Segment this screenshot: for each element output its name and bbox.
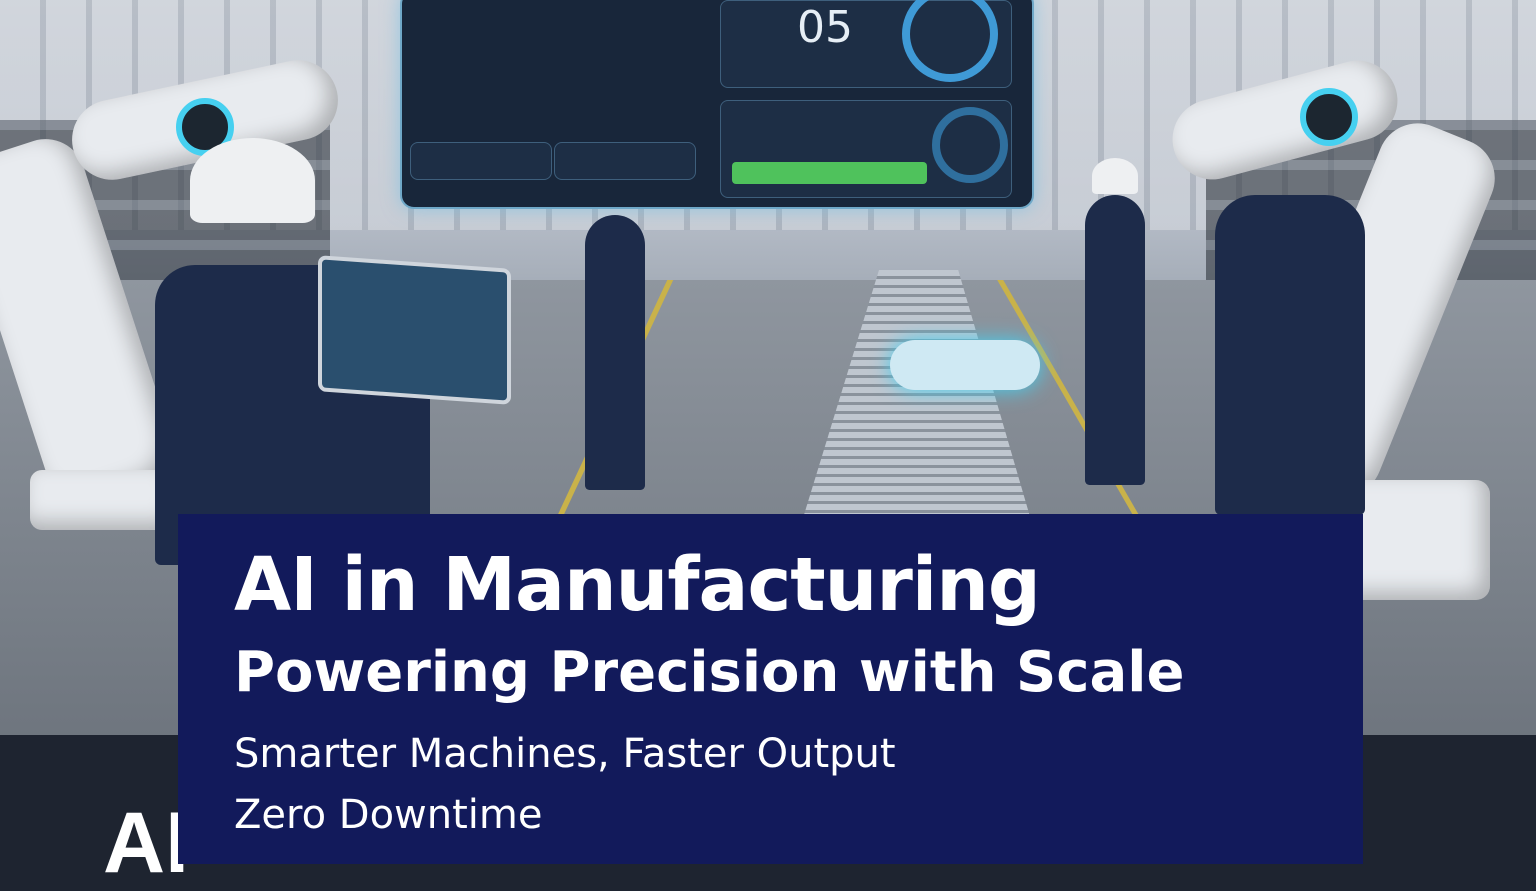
status-bar (732, 162, 927, 184)
banner-tagline: Zero Downtime (234, 792, 543, 838)
inspection-station (890, 340, 1040, 390)
banner-tagline: Smarter Machines, Faster Output (234, 731, 896, 777)
gauge-icon (902, 0, 998, 82)
title-panel: AI in Manufacturing Powering Precision w… (178, 514, 1363, 864)
robot-sensor-icon (1300, 88, 1358, 146)
worker-background (1085, 195, 1145, 485)
dashboard-card (410, 142, 552, 180)
partial-logo-text: AI (103, 795, 189, 891)
dial-icon (932, 107, 1008, 183)
banner-title: AI in Manufacturing (234, 542, 1041, 628)
hard-hat (1092, 158, 1138, 194)
holographic-dashboard: 05 (400, 0, 1034, 209)
dashboard-number: 05 (797, 2, 853, 53)
hard-hat (190, 138, 315, 223)
tablet-device (318, 255, 511, 405)
banner-subtitle: Powering Precision with Scale (234, 640, 1185, 705)
worker-background (585, 215, 645, 490)
dashboard-card (554, 142, 696, 180)
worker-background (1215, 195, 1365, 515)
